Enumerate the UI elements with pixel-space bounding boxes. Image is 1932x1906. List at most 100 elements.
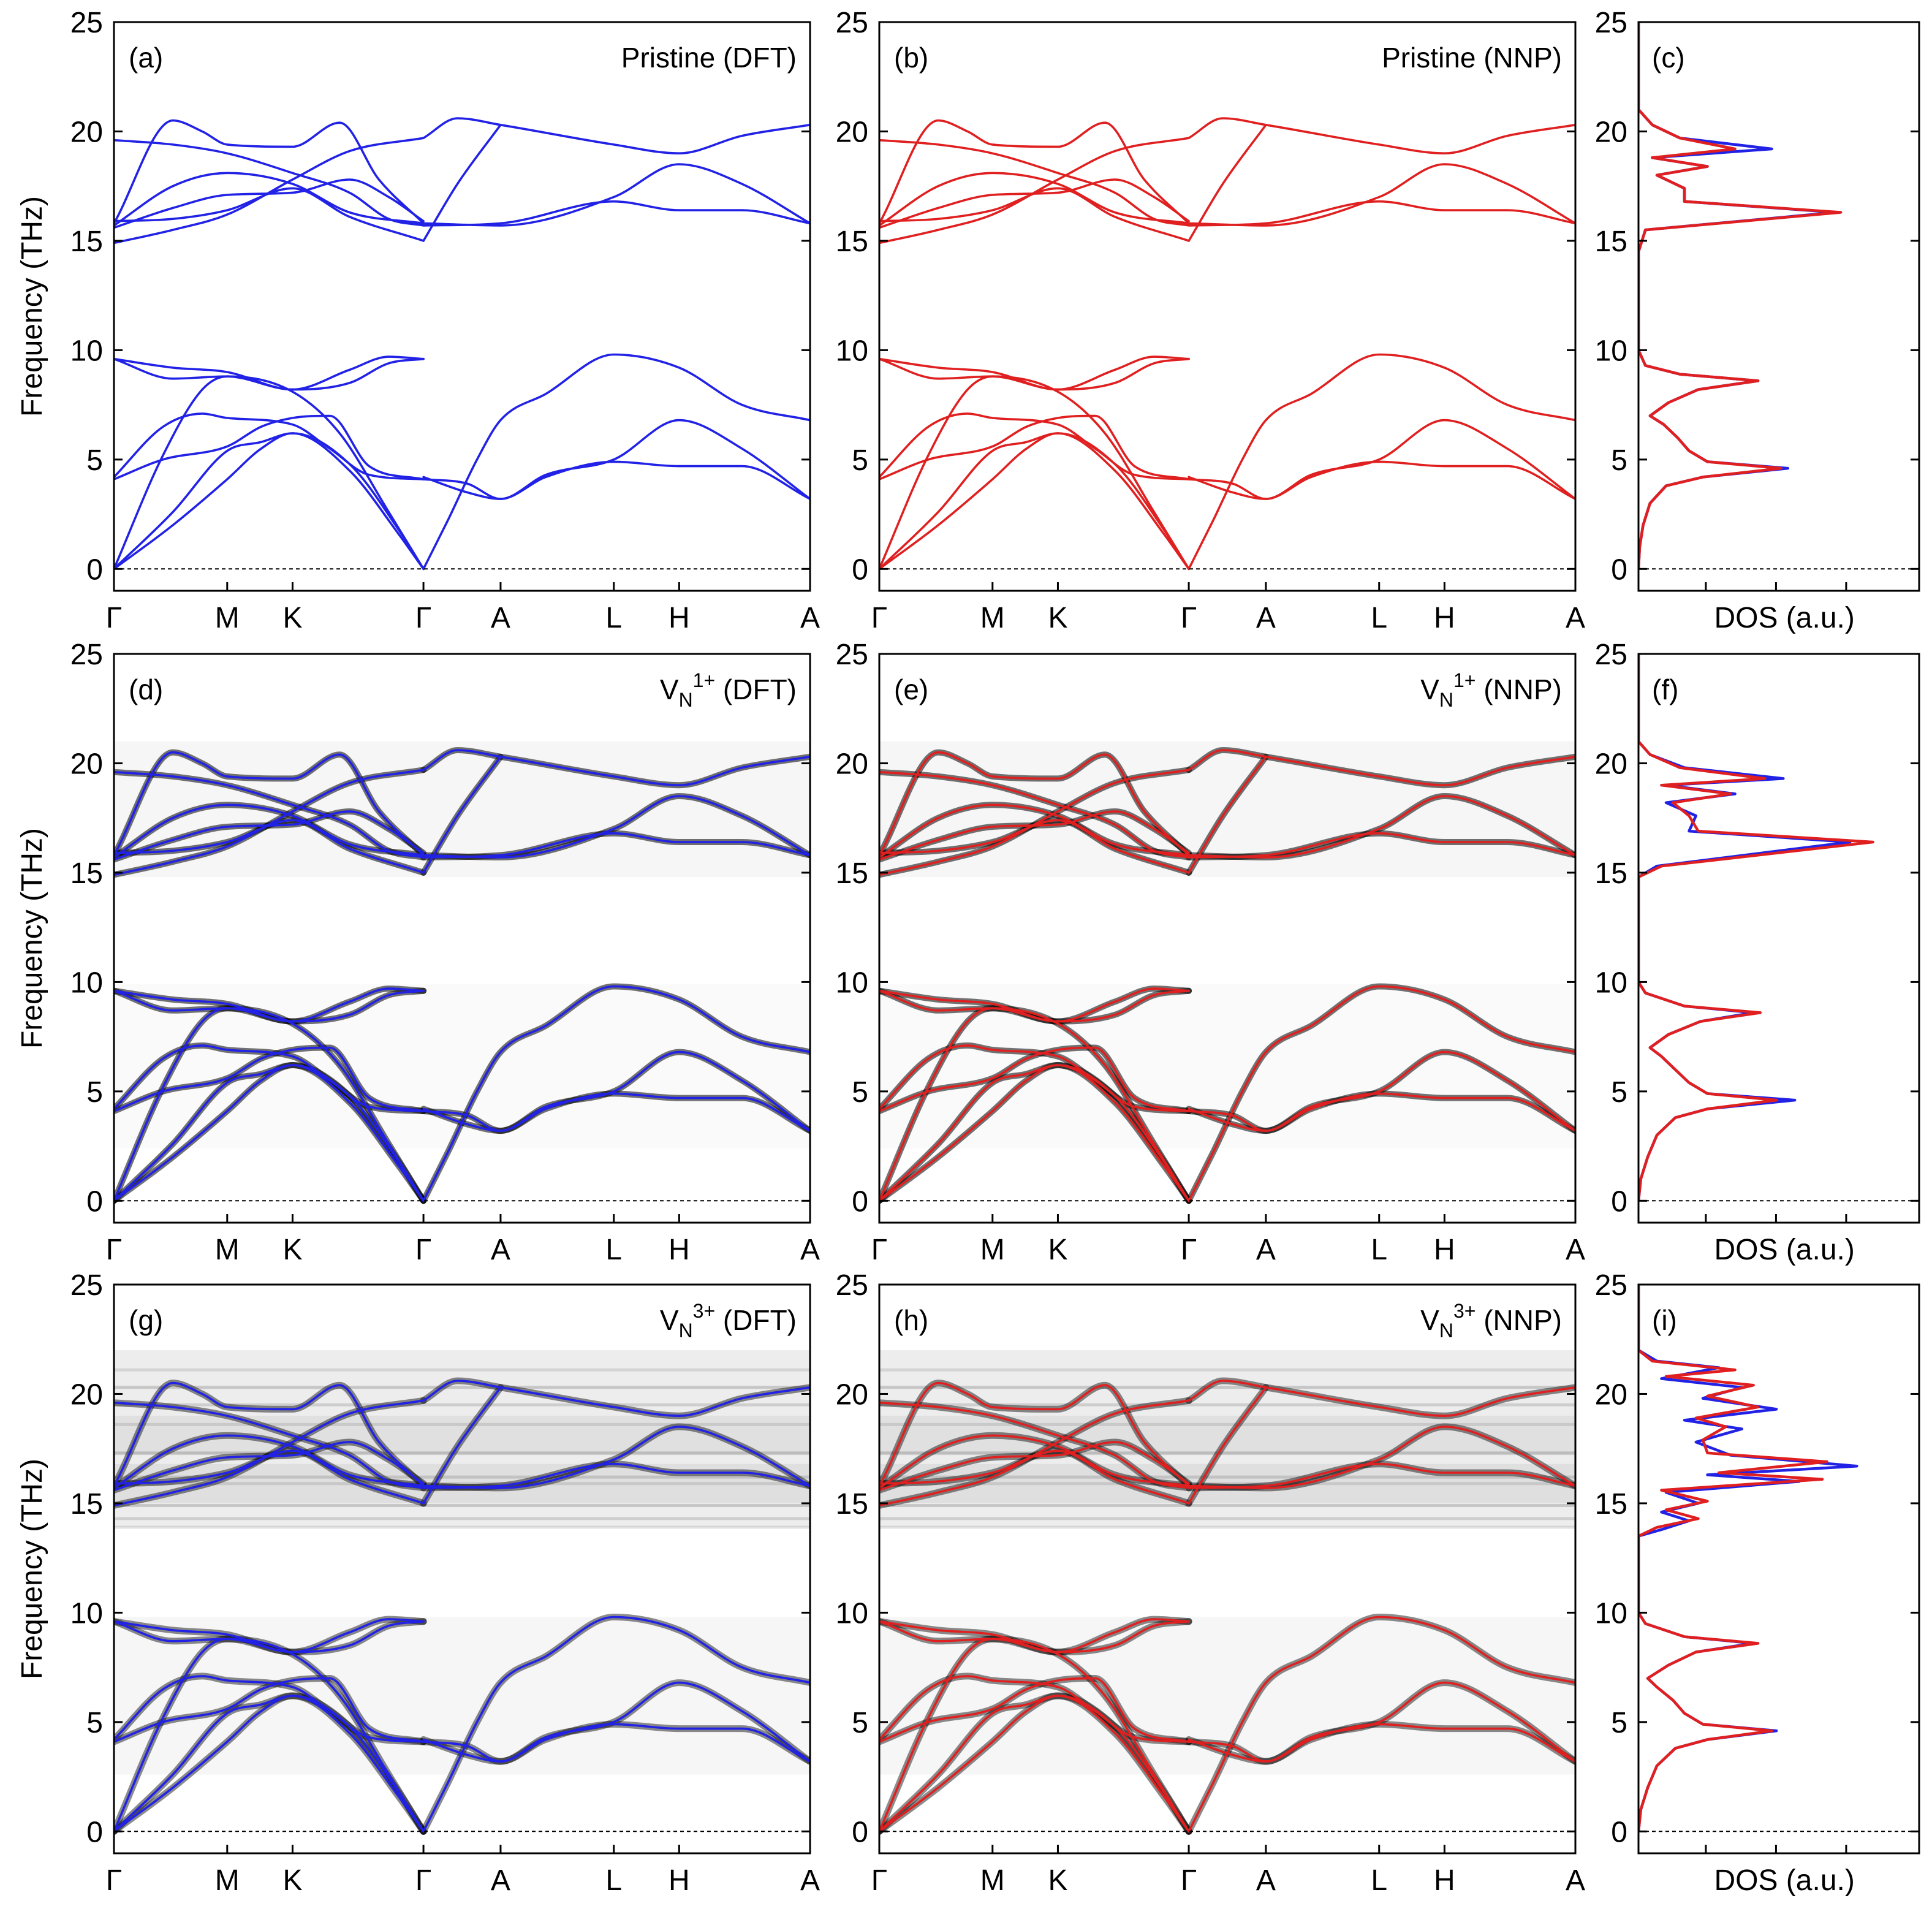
k-label: H — [669, 1864, 690, 1897]
y-tick-label: 20 — [1595, 116, 1627, 148]
y-tick-label: 5 — [852, 444, 868, 477]
y-tick-label: 10 — [1595, 966, 1627, 999]
k-label: A — [800, 602, 820, 634]
title-tail: (DFT) — [715, 1304, 797, 1336]
dos-curve-nnp — [1638, 22, 1843, 569]
band-opt-low-A-3 — [1188, 460, 1575, 500]
band-opt-high-1 — [879, 1381, 1190, 1487]
title-sub: N — [679, 1319, 693, 1342]
band-opt-high-A-1 — [1188, 1380, 1575, 1417]
k-label: H — [1434, 1864, 1455, 1897]
band-opt-high-1 — [114, 751, 425, 857]
y-tick-label: 25 — [1595, 1269, 1627, 1302]
panel-title: VN1+ (NNP) — [1420, 669, 1562, 711]
y-tick-label: 10 — [70, 966, 103, 999]
band-opt-low-2 — [879, 1675, 1190, 1743]
axes-frame — [1637, 21, 1920, 592]
k-label: A — [1566, 1234, 1585, 1266]
k-label: Γ — [1181, 1864, 1197, 1897]
y-tick-label: 0 — [86, 1816, 103, 1848]
band-opt-low-A-1 — [422, 985, 810, 1202]
k-label: A — [1566, 1864, 1585, 1897]
y-tick-label: 5 — [1611, 1076, 1627, 1109]
y-tick-label: 20 — [836, 1378, 868, 1411]
band-opt-high-3 — [879, 172, 1190, 227]
band-opt-high-A-4 — [422, 832, 810, 859]
band-opt-high-1 — [114, 1381, 425, 1487]
y-tick-label: 10 — [1595, 1597, 1627, 1630]
y-tick-label: 0 — [1611, 553, 1627, 586]
y-tick-label: 25 — [836, 7, 868, 39]
band-opt-high-3 — [879, 1434, 1190, 1489]
y-tick-label: 15 — [70, 1488, 103, 1521]
dos-curve-dft — [1638, 1285, 1858, 1832]
band-opt-high-6 — [114, 819, 425, 874]
title-main: V — [1420, 674, 1439, 705]
axes-frame — [113, 653, 811, 1224]
band-acoustic-1 — [879, 432, 1190, 571]
k-label: A — [491, 1864, 510, 1897]
title-main: V — [660, 1304, 679, 1336]
band-opt-high-A-4 — [422, 200, 810, 227]
k-label: Γ — [1181, 602, 1197, 634]
band-acoustic-3 — [879, 1007, 1190, 1202]
k-label: Γ — [106, 602, 122, 634]
band-opt-low-A-2 — [1188, 419, 1575, 500]
y-tick-label: 20 — [70, 116, 103, 148]
band-opt-high-2 — [879, 139, 1190, 227]
band-opt-high-A-1 — [422, 749, 810, 786]
y-tick-label: 25 — [70, 639, 103, 671]
y-tick-label: 5 — [86, 444, 103, 477]
y-tick-label: 25 — [836, 639, 868, 671]
band-opt-low-A-1 — [422, 1616, 810, 1833]
title-main: V — [660, 674, 679, 705]
k-label: L — [1371, 1864, 1387, 1897]
k-label: A — [491, 1234, 510, 1266]
y-tick-label: 0 — [852, 1185, 868, 1218]
k-label: A — [1256, 1234, 1276, 1266]
band-opt-high-1 — [114, 119, 425, 225]
panel-h: 0 5 10 15 20 25 Γ M K Γ A L H A (h) VN3+ (NNP) — [836, 1269, 1585, 1897]
panel-letter: (d) — [129, 674, 163, 705]
y-axis-title-row3: Frequency (THz) — [16, 1459, 48, 1679]
panel-e: 0 5 10 15 20 25 Γ M K Γ A L H A (e) VN1+ (NNP) — [836, 639, 1585, 1266]
k-label: M — [980, 602, 1005, 634]
band-opt-high-2 — [114, 139, 425, 227]
panel-b: 0 5 10 15 20 25 Γ M K Γ A L H A (b) Pristine (NNP) — [836, 7, 1585, 634]
axes-frame — [1637, 653, 1920, 1224]
band-opt-low-A-1 — [1188, 985, 1575, 1202]
band-acoustic-2 — [879, 1695, 1190, 1833]
panel-title: VN3+ (DFT) — [660, 1300, 797, 1342]
panel-title: Pristine (DFT) — [621, 42, 797, 74]
y-tick-label: 25 — [1595, 7, 1627, 39]
k-label: L — [1371, 1234, 1387, 1266]
panel-title: VN1+ (DFT) — [660, 669, 797, 711]
band-opt-high-4 — [879, 810, 1190, 861]
band-opt-high-A-1 — [422, 117, 810, 154]
title-sup: 1+ — [693, 669, 715, 691]
band-acoustic-2 — [114, 1695, 425, 1833]
y-tick-label: 10 — [70, 1597, 103, 1630]
dos-curve-nnp — [1638, 1285, 1828, 1832]
band-opt-high-2 — [879, 770, 1190, 859]
band-acoustic-2 — [879, 432, 1190, 571]
band-opt-high-3 — [114, 172, 425, 227]
k-label: L — [605, 1864, 622, 1897]
band-opt-high-4 — [114, 178, 425, 229]
band-opt-high-A-1 — [422, 1380, 810, 1417]
title-main: Pristine (NNP) — [1382, 42, 1562, 74]
k-label: A — [491, 602, 510, 634]
k-label: Γ — [871, 602, 887, 634]
plot-area — [114, 747, 810, 1204]
title-tail: (NNP) — [1476, 1304, 1562, 1336]
y-tick-label: 25 — [1595, 639, 1627, 671]
k-label: Γ — [415, 602, 431, 634]
axes-frame — [1637, 1283, 1920, 1855]
k-label: K — [282, 1864, 302, 1897]
y-tick-label: 10 — [836, 1597, 868, 1630]
band-acoustic-3 — [114, 1638, 425, 1833]
k-label: Γ — [106, 1864, 122, 1897]
plot-area — [879, 1350, 1575, 1835]
band-acoustic-1 — [114, 1695, 425, 1833]
title-sup: 1+ — [1453, 669, 1476, 691]
